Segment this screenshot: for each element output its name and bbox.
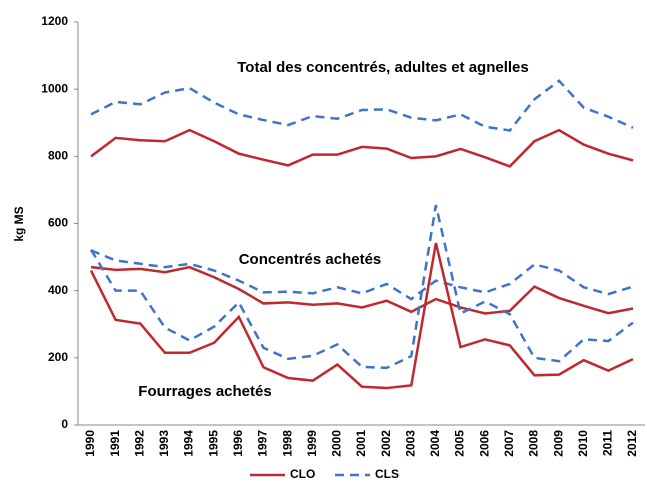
line <box>90 265 634 315</box>
x-tick-label: 1997 <box>256 430 270 457</box>
x-tick-label: 2002 <box>379 430 393 457</box>
x-tick-label: 1993 <box>157 430 171 457</box>
x-tick-label: 1990 <box>83 430 97 457</box>
x-tick-label: 2007 <box>502 430 516 457</box>
x-tick-label: 1994 <box>182 430 196 457</box>
line <box>90 79 634 132</box>
y-tick-label: 0 <box>61 417 68 431</box>
legend-label: CLS <box>375 467 399 481</box>
x-tick-label: 2000 <box>330 430 344 457</box>
x-tick-label: 1998 <box>280 430 294 457</box>
x-tick-label: 1991 <box>108 430 122 457</box>
line <box>90 249 634 301</box>
x-tick-label: 2006 <box>477 430 491 457</box>
annotation: Total des concentrés, adultes et agnelle… <box>237 59 528 76</box>
x-tick-label: 1999 <box>305 430 319 457</box>
y-tick-label: 800 <box>48 149 68 163</box>
line <box>90 128 634 168</box>
y-tick-label: 600 <box>48 216 68 230</box>
x-tick-label: 2001 <box>354 430 368 457</box>
y-tick-label: 200 <box>48 350 68 364</box>
x-tick-label: 1996 <box>231 430 245 457</box>
x-tick-label: 2010 <box>576 430 590 457</box>
y-axis-label: kg MS <box>12 206 26 241</box>
x-tick-label: 2012 <box>625 430 639 457</box>
legend-label: CLO <box>290 467 315 481</box>
annotation: Concentrés achetés <box>239 251 382 268</box>
y-tick-label: 1200 <box>41 14 68 28</box>
x-tick-label: 2003 <box>403 430 417 457</box>
x-tick-label: 2011 <box>601 430 615 456</box>
annotation: Fourrages achetés <box>138 383 271 400</box>
line <box>89 242 634 390</box>
x-tick-label: 2004 <box>428 430 442 457</box>
x-tick-label: 2005 <box>453 430 467 457</box>
y-tick-label: 1000 <box>41 81 68 95</box>
x-tick-label: 2008 <box>527 430 541 457</box>
x-tick-label: 2009 <box>551 430 565 457</box>
line <box>89 204 634 370</box>
x-tick-label: 1992 <box>132 430 146 457</box>
y-tick-label: 400 <box>48 283 68 297</box>
x-tick-label: 1995 <box>206 430 220 457</box>
